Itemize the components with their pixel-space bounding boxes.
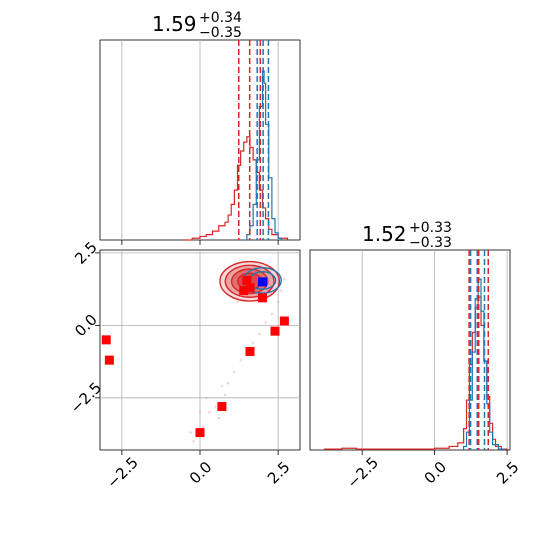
- histogram-series-0: [184, 136, 289, 241]
- title-2-plus: +0.33: [409, 220, 452, 236]
- red-square-point: [245, 346, 255, 356]
- x-tick-label: −2.5: [344, 453, 382, 491]
- faint-sample-point: [226, 382, 230, 385]
- histogram-series-1: [243, 70, 282, 241]
- x-tick-label: 0.0: [186, 458, 216, 488]
- x-tick-label: 2.5: [264, 458, 294, 488]
- red-square-point: [242, 275, 252, 285]
- y-tick-label: 0.0: [71, 311, 101, 341]
- red-square-point: [279, 316, 289, 326]
- x-tick-label: 0.0: [421, 458, 451, 488]
- faint-sample-point: [239, 358, 242, 362]
- faint-sample-point: [270, 312, 274, 315]
- top-left-histogram-layer: [121, 40, 289, 245]
- red-square-point: [270, 326, 280, 336]
- red-square-point: [195, 428, 205, 438]
- faint-sample-point: [220, 385, 224, 388]
- faint-sample-point: [208, 411, 211, 414]
- title-2-minus: −0.33: [409, 235, 452, 251]
- faint-sample-point: [264, 321, 267, 324]
- faint-sample-point: [283, 277, 286, 281]
- title-1-plus: +0.34: [199, 10, 242, 26]
- red-square-point: [245, 283, 255, 293]
- faint-sample-point: [276, 300, 280, 304]
- faint-sample-point: [258, 332, 261, 336]
- faint-sample-point: [233, 370, 236, 373]
- faint-sample-point: [236, 300, 239, 304]
- faint-sample-point: [214, 405, 217, 408]
- faint-sample-point: [251, 341, 255, 344]
- title-1-value: 1.59: [152, 12, 197, 36]
- red-square-point: [104, 355, 114, 365]
- red-square-point: [258, 293, 267, 303]
- red-square-point: [101, 335, 111, 345]
- red-square-point: [217, 402, 227, 412]
- y-tick-label: 2.5: [71, 238, 101, 268]
- faint-sample-point: [217, 416, 220, 420]
- panel-bottom-right: [309, 249, 511, 451]
- title-2-value: 1.52: [362, 222, 407, 246]
- title-param-2: 1.52 +0.33 −0.33: [362, 220, 452, 251]
- title-1-minus: −0.35: [199, 25, 242, 41]
- faint-sample-point: [280, 289, 283, 292]
- faint-sample-point: [198, 411, 202, 414]
- faint-sample-point: [192, 440, 195, 443]
- faint-sample-point: [205, 396, 208, 400]
- histogram-series-0: [323, 296, 508, 450]
- blue-square-point: [258, 277, 267, 287]
- red-square-point: [239, 286, 249, 296]
- faint-sample-point: [223, 393, 227, 397]
- title-param-1: 1.59 +0.34 −0.35: [152, 10, 242, 41]
- faint-sample-point: [201, 425, 205, 429]
- x-tick-label: 2.5: [493, 458, 523, 488]
- faint-sample-point: [189, 431, 192, 434]
- x-tick-label: −2.5: [103, 453, 141, 491]
